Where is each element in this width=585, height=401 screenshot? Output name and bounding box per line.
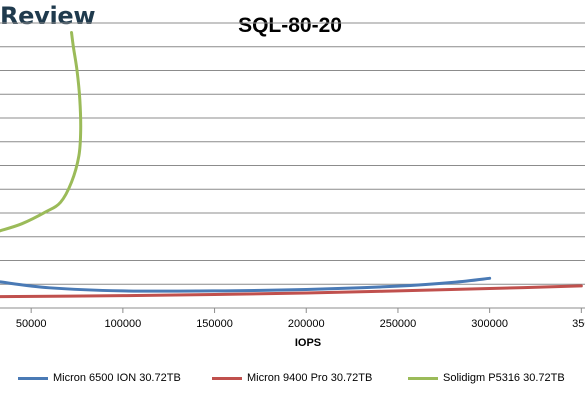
chart-legend: Micron 6500 ION 30.72TB Micron 9400 Pro … [0, 372, 585, 392]
series-line-0 [0, 276, 492, 293]
legend-label-micron-6500: Micron 6500 ION 30.72TB [53, 372, 181, 384]
x-axis-label: IOPS [295, 337, 321, 349]
legend-label-micron-9400: Micron 9400 Pro 30.72TB [247, 372, 373, 384]
legend-item-micron-9400: Micron 9400 Pro 30.72TB [212, 372, 372, 384]
x-tick-label: 200000 [288, 318, 325, 330]
chart-title: SQL-80-20 [238, 14, 342, 37]
series-line-2 [0, 31, 83, 233]
legend-item-micron-6500: Micron 6500 ION 30.72TB [18, 372, 181, 384]
legend-item-solidigm-p5316: Solidigm P5316 30.72TB [408, 372, 565, 384]
x-tick-label: 350 [572, 318, 585, 330]
legend-swatch-micron-6500 [18, 376, 48, 380]
legend-swatch-micron-9400 [212, 376, 242, 380]
x-tick-label: 150000 [196, 318, 233, 330]
x-tick-label: 100000 [105, 318, 142, 330]
brand-logo-text: Review [0, 2, 96, 30]
series-line-1 [0, 284, 583, 299]
x-tick-label: 250000 [380, 318, 417, 330]
legend-label-solidigm-p5316: Solidigm P5316 30.72TB [443, 372, 565, 384]
x-tick-label: 50000 [16, 318, 47, 330]
x-tick-label: 300000 [471, 318, 508, 330]
legend-swatch-solidigm-p5316 [408, 376, 438, 380]
